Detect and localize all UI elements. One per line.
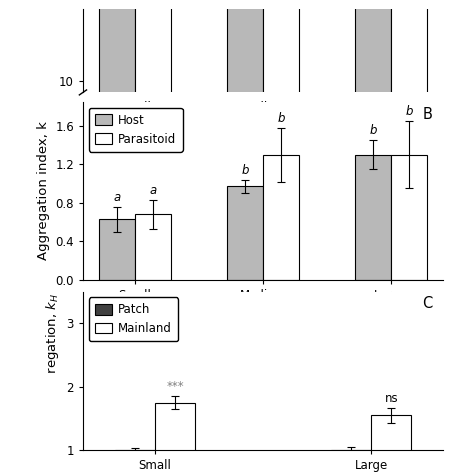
Bar bbox=[100, 0, 135, 318]
Bar bbox=[331, 450, 371, 474]
Text: B: B bbox=[422, 107, 432, 122]
Bar bbox=[371, 415, 411, 474]
Bar bbox=[263, 155, 299, 280]
Text: ns: ns bbox=[384, 392, 398, 405]
Bar bbox=[100, 219, 135, 280]
Text: ***: *** bbox=[166, 380, 184, 393]
Bar bbox=[115, 450, 155, 474]
Bar bbox=[391, 0, 427, 318]
Text: a: a bbox=[149, 184, 157, 197]
Text: a: a bbox=[114, 191, 121, 204]
Y-axis label: Aggregation index, k: Aggregation index, k bbox=[36, 121, 50, 260]
Y-axis label:                   regation, $k_H$: regation, $k_H$ bbox=[44, 293, 61, 449]
Legend: Patch, Mainland: Patch, Mainland bbox=[89, 297, 178, 341]
Text: b: b bbox=[277, 112, 285, 125]
Text: b: b bbox=[369, 125, 377, 137]
Text: b: b bbox=[405, 105, 413, 118]
Bar bbox=[227, 0, 263, 318]
Bar bbox=[135, 0, 171, 318]
Bar bbox=[227, 186, 263, 280]
Bar bbox=[155, 402, 195, 474]
Text: C: C bbox=[422, 296, 432, 311]
Bar bbox=[355, 0, 391, 318]
Bar bbox=[135, 214, 171, 280]
Bar bbox=[355, 155, 391, 280]
Bar bbox=[391, 155, 427, 280]
Text: b: b bbox=[241, 164, 249, 177]
Legend: Host, Parasitoid: Host, Parasitoid bbox=[89, 108, 182, 152]
Bar bbox=[263, 0, 299, 318]
